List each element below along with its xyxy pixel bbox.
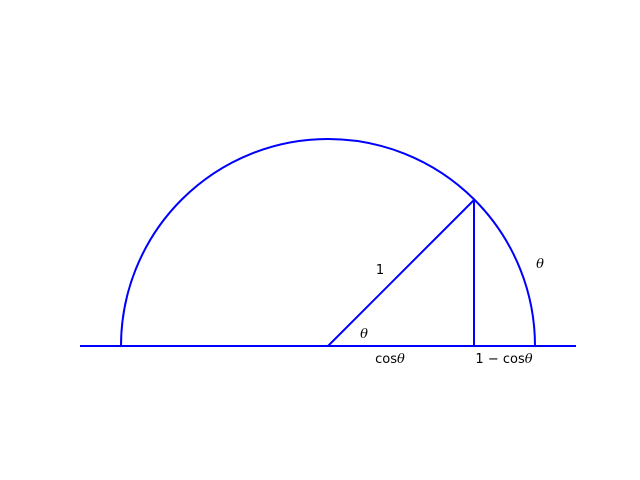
semicircle-arc xyxy=(120,138,536,347)
arc-angle-label: θ xyxy=(536,257,544,272)
one-minus-prefix: 1 − cos xyxy=(475,352,525,367)
cos-prefix: cos xyxy=(375,352,397,367)
one-minus-cos-theta-label: 1 − cosθ xyxy=(475,352,532,367)
cos-theta-symbol: θ xyxy=(397,352,405,367)
center-angle-label: θ xyxy=(360,327,368,342)
radius-label: 1 xyxy=(376,263,384,278)
radius-line xyxy=(327,199,475,347)
cos-theta-label: cosθ xyxy=(375,352,405,367)
one-minus-theta-symbol: θ xyxy=(525,352,533,367)
